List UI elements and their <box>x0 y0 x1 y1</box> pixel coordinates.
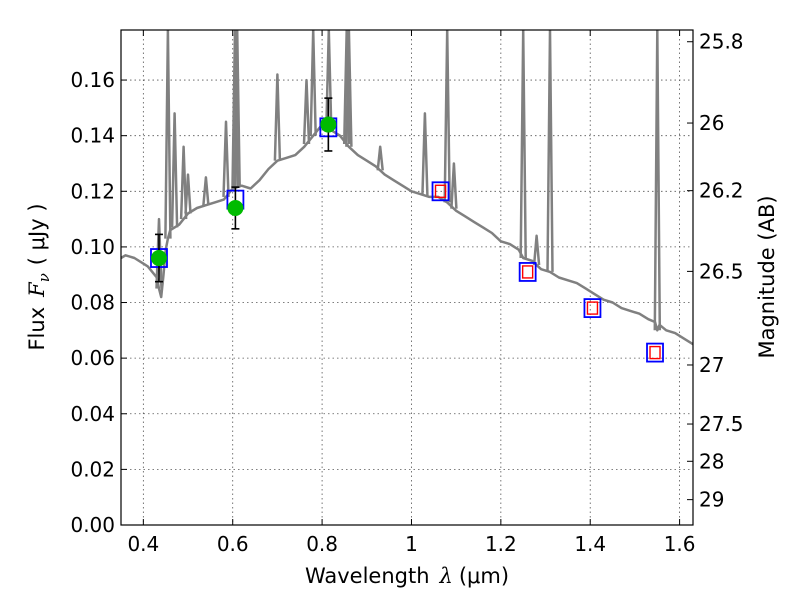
model-band-square <box>431 181 450 202</box>
emission-line-spike <box>202 176 210 206</box>
x-tick-label: 1.6 <box>664 532 696 556</box>
y-tick-label: 0.04 <box>70 402 115 426</box>
mag-tick-label: 25.8 <box>699 30 744 54</box>
mag-tick-label: 26.2 <box>699 179 744 203</box>
mag-tick-label: 27 <box>699 353 724 377</box>
emission-line-spike <box>302 78 311 145</box>
y-tick-label: 0.06 <box>70 346 115 370</box>
emission-line-spike <box>222 120 230 197</box>
y2-axis-label: Magnitude (AB) <box>755 195 779 358</box>
model-band-square <box>646 342 664 363</box>
marker-layer <box>150 97 664 363</box>
emission-line-spike <box>179 145 188 220</box>
series-layer <box>121 30 693 346</box>
x-tick-label: 1.2 <box>485 532 517 556</box>
y-tick-label: 0.14 <box>70 124 115 148</box>
observed-point <box>320 116 337 133</box>
plot-frame <box>120 29 694 526</box>
plot-area <box>121 30 693 525</box>
mag-tick-label: 29 <box>699 488 724 512</box>
emission-line-spike <box>546 30 554 272</box>
x-tick-label: 1.4 <box>574 532 606 556</box>
x-tick-label: 1 <box>405 532 418 556</box>
x-tick-label: 0.4 <box>127 532 159 556</box>
observed-point <box>150 250 167 267</box>
y-axis-label: FluxFν( μJy ) <box>25 203 53 350</box>
emission-line-spike <box>233 30 241 188</box>
emission-line-spike <box>325 30 333 129</box>
mag-tick-label: 26 <box>699 111 724 135</box>
emission-line-spike <box>653 30 662 331</box>
emission-line-spike <box>309 30 317 136</box>
observed-point <box>227 199 244 216</box>
predicted-square <box>586 301 599 315</box>
x-tick-label: 0.6 <box>217 532 249 556</box>
mag-tick-label: 28 <box>699 449 724 473</box>
y-tick-label: 0.00 <box>70 513 115 537</box>
ticks: 0.4 0.6 0.8 1 1.2 1.4 1.6 0.00 0.02 0.04 0.06 0.08 0… <box>70 30 743 556</box>
y-tick-label: 0.16 <box>70 68 115 92</box>
emission-line-spike <box>164 30 172 239</box>
emission-line-spike <box>170 112 179 228</box>
model-band-square <box>583 298 602 318</box>
emission-line-spike <box>443 30 451 203</box>
mag-tick-label: 26.5 <box>699 259 744 283</box>
predicted-square <box>649 345 661 360</box>
x-axis-label: Wavelength λ (μm) <box>305 564 509 588</box>
emission-line-spike <box>184 173 192 214</box>
grid <box>121 30 693 526</box>
emission-line-spike <box>376 145 384 171</box>
model-spectrum-line <box>121 123 693 346</box>
predicted-square <box>521 265 534 279</box>
emission-line-spike <box>345 30 353 147</box>
emission-line-spike <box>532 234 541 266</box>
emission-line-spike <box>273 73 282 161</box>
y-tick-label: 0.02 <box>70 457 115 481</box>
predicted-square <box>434 184 447 198</box>
emission-line-spike <box>450 162 458 209</box>
model-band-square <box>518 262 537 282</box>
emission-line-spike <box>421 112 429 196</box>
emission-line-spike <box>519 30 527 259</box>
x-tick-label: 0.8 <box>306 532 338 556</box>
mag-tick-label: 27.5 <box>699 412 744 436</box>
y-tick-label: 0.12 <box>70 179 115 203</box>
y-tick-label: 0.08 <box>70 291 115 315</box>
y-tick-label: 0.10 <box>70 235 115 259</box>
